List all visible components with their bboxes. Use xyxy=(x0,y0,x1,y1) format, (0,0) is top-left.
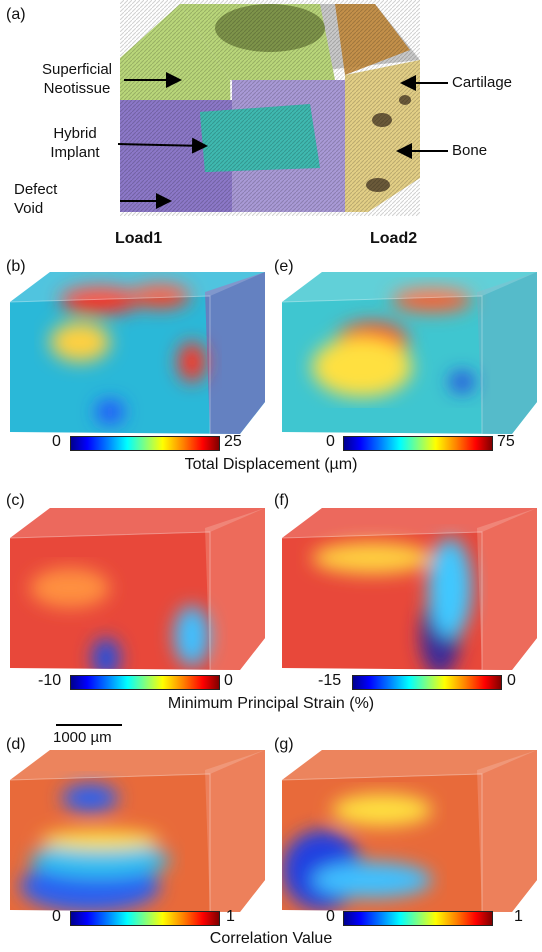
panel-label-g: (g) xyxy=(274,736,294,753)
cb-strain-load1-min: -10 xyxy=(38,672,62,689)
colorbar-displacement-load1 xyxy=(70,436,220,451)
scale-bar-label: 1000 µm xyxy=(53,729,112,746)
panel-label-b: (b) xyxy=(6,258,26,275)
panel-a-segmented-block xyxy=(120,0,420,216)
panel-f-strain-load2 xyxy=(282,508,537,670)
arrow-implant xyxy=(117,137,208,154)
cb-strain-load1-max: 0 xyxy=(224,672,233,689)
panel-b-displacement-load1 xyxy=(10,272,265,434)
panel-e-displacement-load2 xyxy=(282,272,537,434)
cb-disp-load2-max: 75 xyxy=(497,433,515,450)
column-header-load2: Load2 xyxy=(370,230,418,247)
cb-strain-load2-max: 0 xyxy=(507,672,516,689)
cb-disp-load1-min: 0 xyxy=(52,433,61,450)
panel-label-c: (c) xyxy=(6,492,25,509)
annotation-hybrid-implant: Hybrid Implant xyxy=(50,125,100,161)
panel-label-a: (a) xyxy=(6,6,26,23)
cb-strain-load2-min: -15 xyxy=(318,672,342,689)
annotation-defect-void: Defect Void xyxy=(14,181,58,217)
colorbar-strain-load2 xyxy=(352,675,502,690)
colorbar-title-displacement: Total Displacement (µm) xyxy=(184,456,358,473)
annotation-arrows xyxy=(117,72,448,209)
cb-corr-load1-max: 1 xyxy=(226,908,235,925)
colorbar-displacement-load2 xyxy=(343,436,493,451)
panel-label-e: (e) xyxy=(274,258,294,275)
colorbar-correlation-load1 xyxy=(70,911,220,926)
cb-corr-load2-min: 0 xyxy=(326,908,335,925)
panel-d-correlation-load1 xyxy=(10,750,265,912)
panel-c-strain-load1 xyxy=(10,508,265,670)
cb-corr-load1-min: 0 xyxy=(52,908,61,925)
column-header-load1: Load1 xyxy=(115,230,163,247)
colorbar-strain-load1 xyxy=(70,675,220,690)
annotation-superficial-neotissue: Superficial Neotissue xyxy=(41,61,113,97)
colorbar-title-correlation: Correlation Value xyxy=(209,930,333,947)
annotation-cartilage: Cartilage xyxy=(452,74,513,91)
scale-bar xyxy=(56,724,122,726)
cb-disp-load2-min: 0 xyxy=(326,433,335,450)
colorbar-correlation-load2 xyxy=(343,911,493,926)
panel-label-f: (f) xyxy=(274,492,290,509)
cb-disp-load1-max: 25 xyxy=(224,433,242,450)
colorbar-title-strain: Minimum Principal Strain (%) xyxy=(167,695,375,712)
panel-label-d: (d) xyxy=(6,736,26,753)
annotation-bone: Bone xyxy=(452,142,488,159)
cb-corr-load2-max: 1 xyxy=(514,908,523,925)
panel-g-correlation-load2 xyxy=(282,750,537,912)
